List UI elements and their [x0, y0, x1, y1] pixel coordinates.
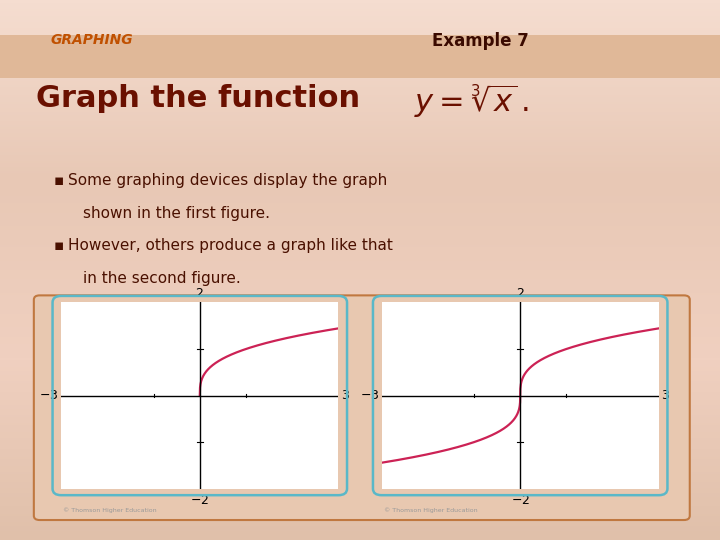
Text: $2$: $2$: [196, 287, 204, 300]
Text: Example 7: Example 7: [432, 31, 529, 50]
Text: © Thomson Higher Education: © Thomson Higher Education: [63, 508, 157, 513]
Text: Graph the function: Graph the function: [36, 84, 360, 113]
Text: in the second figure.: in the second figure.: [83, 271, 240, 286]
Text: ▪: ▪: [54, 238, 64, 253]
Text: $y = \sqrt[3]{x}\,.$: $y = \sqrt[3]{x}\,.$: [414, 82, 528, 120]
Text: $-2$: $-2$: [190, 494, 210, 507]
Text: $-3$: $-3$: [360, 389, 379, 402]
Text: Some graphing devices display the graph: Some graphing devices display the graph: [68, 173, 387, 188]
Text: $-2$: $-2$: [510, 494, 530, 507]
Text: $3$: $3$: [661, 389, 670, 402]
Text: ▪: ▪: [54, 173, 64, 188]
Text: shown in the first figure.: shown in the first figure.: [83, 206, 270, 221]
Text: $3$: $3$: [341, 389, 350, 402]
Text: $-3$: $-3$: [40, 389, 59, 402]
Text: © Thomson Higher Education: © Thomson Higher Education: [384, 508, 477, 513]
Text: GRAPHING: GRAPHING: [50, 33, 133, 48]
Text: $2$: $2$: [516, 287, 524, 300]
Text: However, others produce a graph like that: However, others produce a graph like tha…: [68, 238, 393, 253]
